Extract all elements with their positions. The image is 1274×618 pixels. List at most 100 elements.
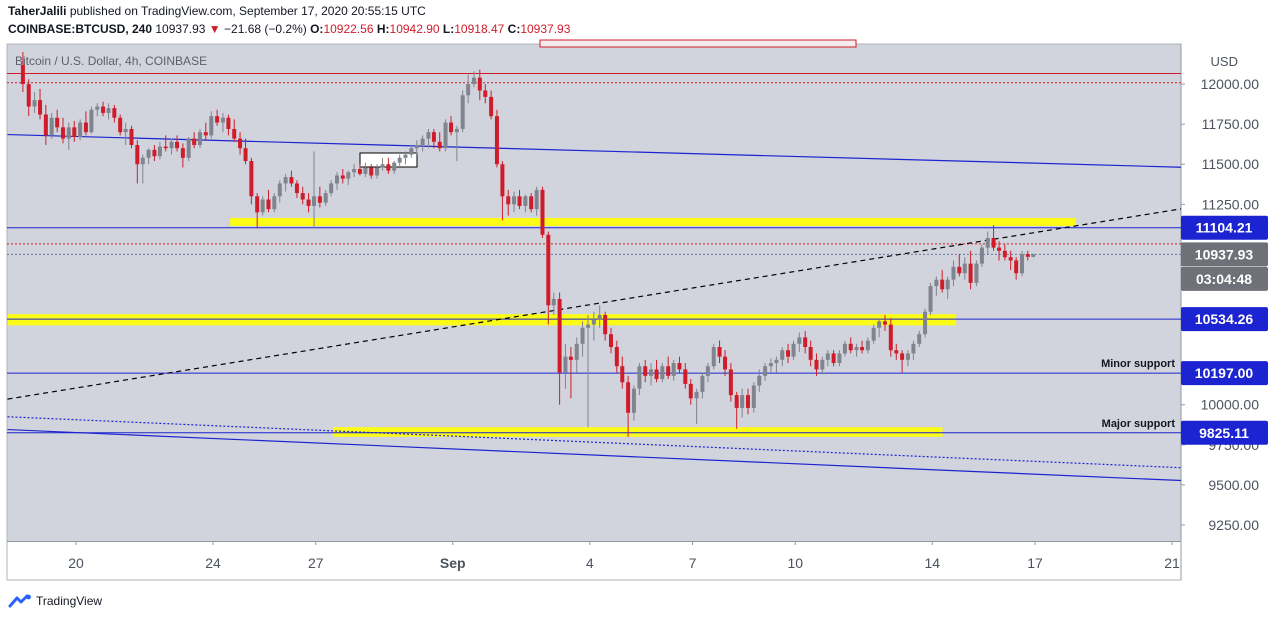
candle-body [1008, 257, 1013, 261]
candle-body [306, 199, 311, 206]
candle [660, 363, 665, 383]
candle-body [603, 314, 608, 335]
candle [974, 260, 979, 287]
footer-brand-label: TradingView [36, 594, 103, 608]
candle-body [352, 169, 357, 173]
candle [671, 359, 676, 381]
candle [751, 382, 756, 413]
candle-body [357, 169, 362, 174]
candle-body [346, 172, 351, 179]
open-label: O: [310, 22, 324, 36]
candle-body [820, 359, 825, 370]
price-label-text: 10534.26 [1195, 311, 1254, 327]
candle-body [369, 167, 374, 176]
candle [683, 363, 688, 389]
price-label-text: 10197.00 [1195, 365, 1254, 381]
candle-body [848, 343, 853, 351]
price-label-text: 10937.93 [1195, 246, 1254, 262]
candle-body [260, 199, 265, 213]
footer-brand[interactable]: TradingView [8, 592, 102, 610]
candle [860, 340, 865, 354]
candle [900, 350, 905, 373]
candle-body [329, 183, 334, 194]
price-label-box [1181, 307, 1268, 332]
candle [146, 148, 151, 165]
candle-body [608, 334, 613, 348]
candle [60, 117, 65, 144]
candle [89, 106, 94, 134]
candle-body [123, 128, 128, 133]
candle [540, 186, 545, 238]
candle [260, 196, 265, 216]
candle-body [774, 359, 779, 364]
candle-body [780, 350, 785, 360]
candle-body [409, 148, 414, 155]
candle [654, 359, 659, 383]
candle [820, 356, 825, 375]
candle-body [803, 337, 808, 348]
candle [803, 330, 808, 354]
candle-body [928, 286, 933, 312]
candle-body [637, 366, 642, 389]
candle-body [340, 175, 345, 179]
candle [106, 103, 111, 120]
candle-body [249, 161, 254, 197]
trendline-2 [7, 428, 1182, 482]
candle [466, 74, 471, 104]
drawing-box-top [539, 39, 857, 48]
chart-legend-title: Bitcoin / U.S. Dollar, 4h, COINBASE [15, 54, 207, 68]
candle-body [26, 84, 31, 107]
candle-body [962, 263, 967, 274]
candle [831, 350, 836, 367]
publisher-name[interactable]: TaherJalili [8, 4, 67, 18]
candle [135, 140, 140, 184]
candle [340, 169, 345, 184]
candle-body [757, 375, 762, 386]
candle [968, 250, 973, 290]
candle [637, 363, 642, 396]
candle-body [586, 324, 591, 328]
candle-body [140, 157, 145, 165]
publish-info: TaherJalili published on TradingView.com… [8, 4, 426, 18]
candle [180, 143, 185, 168]
candle [454, 125, 459, 162]
candle-body [677, 363, 682, 370]
candle [477, 69, 482, 101]
candle [55, 109, 60, 133]
candle-body [865, 340, 870, 351]
candle [734, 391, 739, 429]
candle-body [763, 366, 768, 376]
y-tick-label: 10000.00 [1201, 397, 1260, 413]
candle [266, 189, 271, 213]
candle-body [597, 314, 602, 320]
candle [140, 154, 145, 184]
candle-body [489, 96, 494, 117]
candle-body [643, 366, 648, 376]
candle-body [397, 157, 402, 163]
candle [825, 350, 830, 367]
candle [255, 193, 260, 229]
candle [369, 164, 374, 179]
candle-body [169, 141, 174, 149]
candle-body [363, 167, 368, 174]
candle [894, 343, 899, 360]
candle [323, 189, 328, 206]
candle [723, 350, 728, 376]
candle-body [494, 116, 499, 165]
candle [420, 135, 425, 152]
candle [346, 170, 351, 186]
candle-body [289, 177, 294, 184]
candle-body [38, 100, 43, 115]
candle-body [477, 77, 482, 91]
x-tick-label: 20 [68, 555, 84, 571]
candle-body [215, 116, 220, 123]
candle [409, 145, 414, 158]
annotation-label: Minor support [1101, 358, 1175, 370]
candle [1031, 253, 1036, 258]
candle-body [968, 263, 973, 283]
candle-body [631, 388, 636, 413]
candle [232, 119, 237, 142]
candle-body [854, 347, 859, 351]
candle [209, 111, 214, 139]
